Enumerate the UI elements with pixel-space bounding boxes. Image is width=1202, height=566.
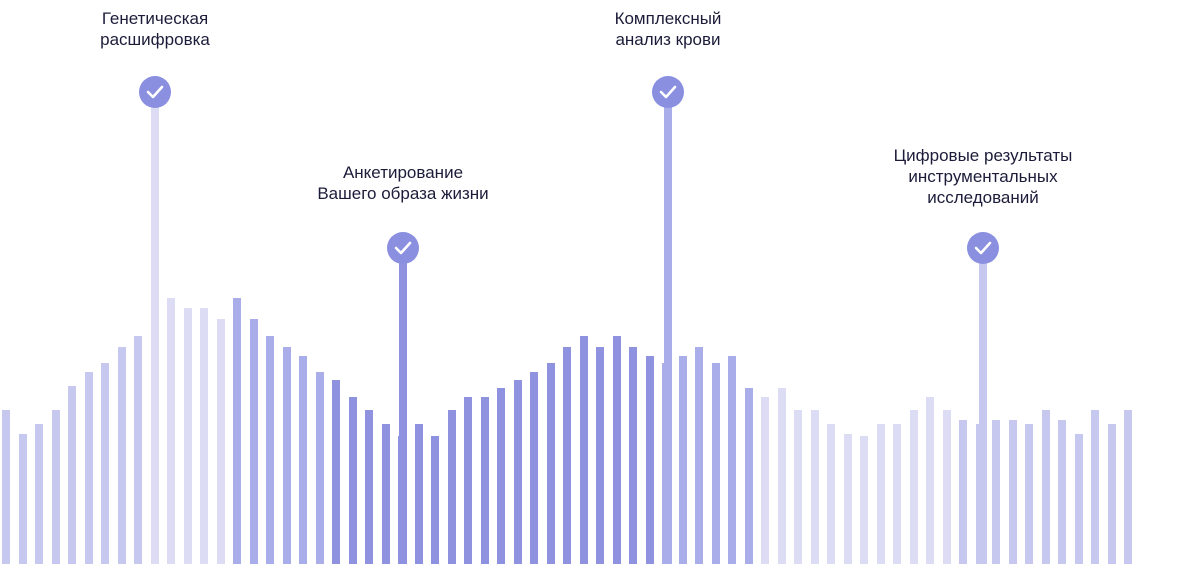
milestone-stem <box>979 248 987 564</box>
wave-bar <box>381 424 390 564</box>
wave-bar <box>843 434 852 564</box>
wave-bar <box>711 363 720 564</box>
wave-bar <box>183 308 192 564</box>
wave-bar <box>530 372 538 564</box>
wave-bar <box>134 336 142 564</box>
wave-bar <box>249 319 258 564</box>
check-icon <box>967 232 999 264</box>
wave-bar <box>513 380 522 564</box>
wave-bar <box>678 356 687 564</box>
wave-bar <box>1074 434 1083 564</box>
wave-bar <box>744 388 753 564</box>
wave-bar <box>612 336 621 564</box>
wave-bar <box>695 347 703 564</box>
wave-bar <box>959 420 967 564</box>
wave-bar <box>2 410 10 564</box>
check-icon <box>387 232 419 264</box>
milestone-stem <box>399 248 407 564</box>
milestone-label: Анкетирование Вашего образа жизни <box>317 163 489 203</box>
check-icon <box>652 76 684 108</box>
wave-bar <box>942 410 951 564</box>
wave-bar <box>893 424 901 564</box>
wave-bar <box>992 420 1000 564</box>
wave-bar <box>414 424 423 564</box>
wave-bar <box>167 298 175 564</box>
wave-bar <box>579 336 588 564</box>
wave-bar <box>480 397 489 564</box>
wave-bar <box>926 397 934 564</box>
wave-bar <box>51 410 60 564</box>
wave-bar <box>1091 410 1099 564</box>
milestone-label: Комплексный анализ крови <box>614 9 722 49</box>
wave-bar <box>68 386 76 564</box>
wave-bar <box>216 319 225 564</box>
milestone-label: Цифровые результаты инструментальных исс… <box>893 146 1073 207</box>
wave-bar <box>431 436 439 564</box>
wave-bar <box>629 347 637 564</box>
wave-bar <box>596 347 604 564</box>
wave-bar <box>728 356 736 564</box>
milestone-stem <box>664 92 672 564</box>
wave-bar <box>464 397 472 564</box>
wave-bar <box>1058 420 1066 564</box>
wave-bar <box>876 424 885 564</box>
wave-bar <box>299 356 307 564</box>
wave-bar <box>233 298 241 564</box>
wave-bar <box>315 372 324 564</box>
wave-bar <box>447 410 456 564</box>
wave-bar <box>365 410 373 564</box>
wave-bar <box>18 434 27 564</box>
wave-bar <box>35 424 43 564</box>
wave-bar <box>332 380 340 564</box>
wave-bar <box>794 410 802 564</box>
wave-bar <box>348 397 357 564</box>
wave-bar <box>777 388 786 564</box>
wave-bar <box>1107 424 1116 564</box>
wave-bar <box>645 356 654 564</box>
milestone-label: Генетическая расшифровка <box>100 9 210 49</box>
wave-bar <box>1041 410 1050 564</box>
wave-bar <box>827 424 835 564</box>
milestone-stem <box>151 92 159 564</box>
wave-bar <box>810 410 819 564</box>
wave-bar <box>101 363 109 564</box>
wave-bar <box>546 363 555 564</box>
wave-bar <box>563 347 571 564</box>
wave-bar <box>282 347 291 564</box>
wave-bar <box>1008 420 1017 564</box>
wave-bar <box>860 436 868 564</box>
wave-bar <box>117 347 126 564</box>
wave-bar <box>84 372 93 564</box>
wave-bar <box>761 397 769 564</box>
wave-bar <box>1124 410 1132 564</box>
wave-bar <box>200 308 208 564</box>
check-icon <box>139 76 171 108</box>
wave-bar <box>266 336 274 564</box>
wave-bar <box>1025 424 1033 564</box>
wave-bar <box>909 410 918 564</box>
wave-bar <box>497 388 505 564</box>
